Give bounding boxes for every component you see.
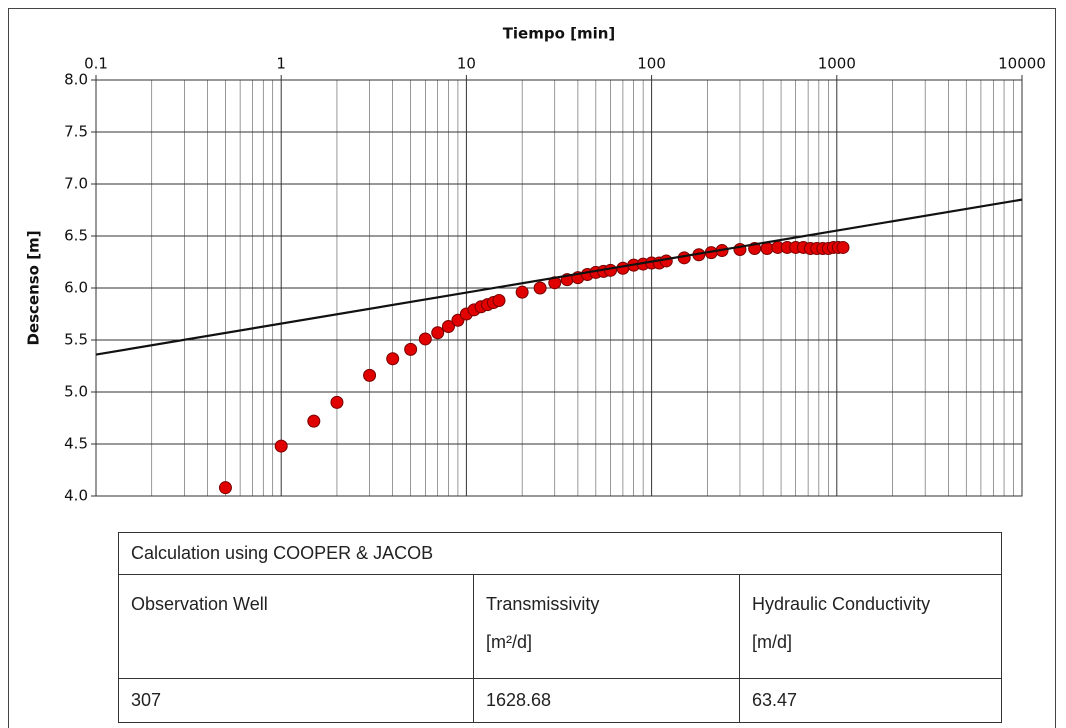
plot-frame — [95, 79, 1023, 497]
y-tick-label: 5.0 — [64, 383, 88, 401]
data-point — [330, 395, 344, 409]
header-name: Hydraulic Conductivity — [752, 594, 931, 614]
header-unit: [m/d] — [752, 632, 793, 652]
results-table: Calculation using COOPER & JACOB Observa… — [118, 532, 1002, 723]
x-tick-label: 10 — [457, 55, 476, 73]
fit-line — [96, 198, 1022, 356]
data-point — [431, 326, 445, 340]
cell: 307 — [118, 678, 474, 723]
y-tick-label: 8.0 — [64, 71, 88, 89]
data-point — [386, 352, 400, 366]
header-cell: Transmissivity [m²/d] — [473, 574, 740, 679]
x-axis-title: Tiempo [min] — [503, 25, 616, 43]
data-point — [515, 285, 529, 299]
y-tick-label: 5.5 — [64, 331, 88, 349]
y-tick-label: 4.5 — [64, 435, 88, 453]
data-point — [760, 241, 774, 255]
data-point — [274, 439, 288, 453]
x-tick-label: 10000 — [998, 55, 1046, 73]
header-cell: Hydraulic Conductivity [m/d] — [739, 574, 1002, 679]
frame — [8, 8, 1056, 728]
y-tick-label: 7.0 — [64, 175, 88, 193]
cell: 1628.68 — [473, 678, 740, 723]
data-point — [616, 261, 630, 275]
y-tick-label: 4.0 — [64, 487, 88, 505]
data-point — [604, 263, 618, 277]
data-point — [441, 319, 455, 333]
y-tick-label: 6.0 — [64, 279, 88, 297]
data-point — [363, 368, 377, 382]
x-tick-label: 1 — [276, 55, 286, 73]
data-point — [418, 332, 432, 346]
chart: Tiempo [min] Descenso [m] 0.1 1 10 100 1000 1… — [25, 25, 1046, 505]
header-unit: [m²/d] — [486, 632, 533, 652]
data-point — [659, 254, 673, 268]
data-point — [492, 293, 506, 307]
table-title: Calculation using COOPER & JACOB — [118, 532, 1002, 575]
data-point — [836, 240, 850, 254]
header-name: Observation Well — [131, 594, 268, 614]
cell: 63.47 — [739, 678, 1002, 723]
data-point — [218, 481, 232, 495]
y-tick-label: 7.5 — [64, 123, 88, 141]
data-point — [404, 342, 418, 356]
header-name: Transmissivity — [486, 594, 600, 614]
y-axis-title: Descenso [m] — [25, 230, 43, 345]
x-tick-label: 1000 — [818, 55, 856, 73]
y-tick-label: 6.5 — [64, 227, 88, 245]
x-tick-label: 100 — [637, 55, 666, 73]
x-tick-label: 0.1 — [84, 55, 108, 73]
header-cell: Observation Well — [118, 574, 474, 679]
data-point — [307, 414, 321, 428]
data-point — [533, 281, 547, 295]
